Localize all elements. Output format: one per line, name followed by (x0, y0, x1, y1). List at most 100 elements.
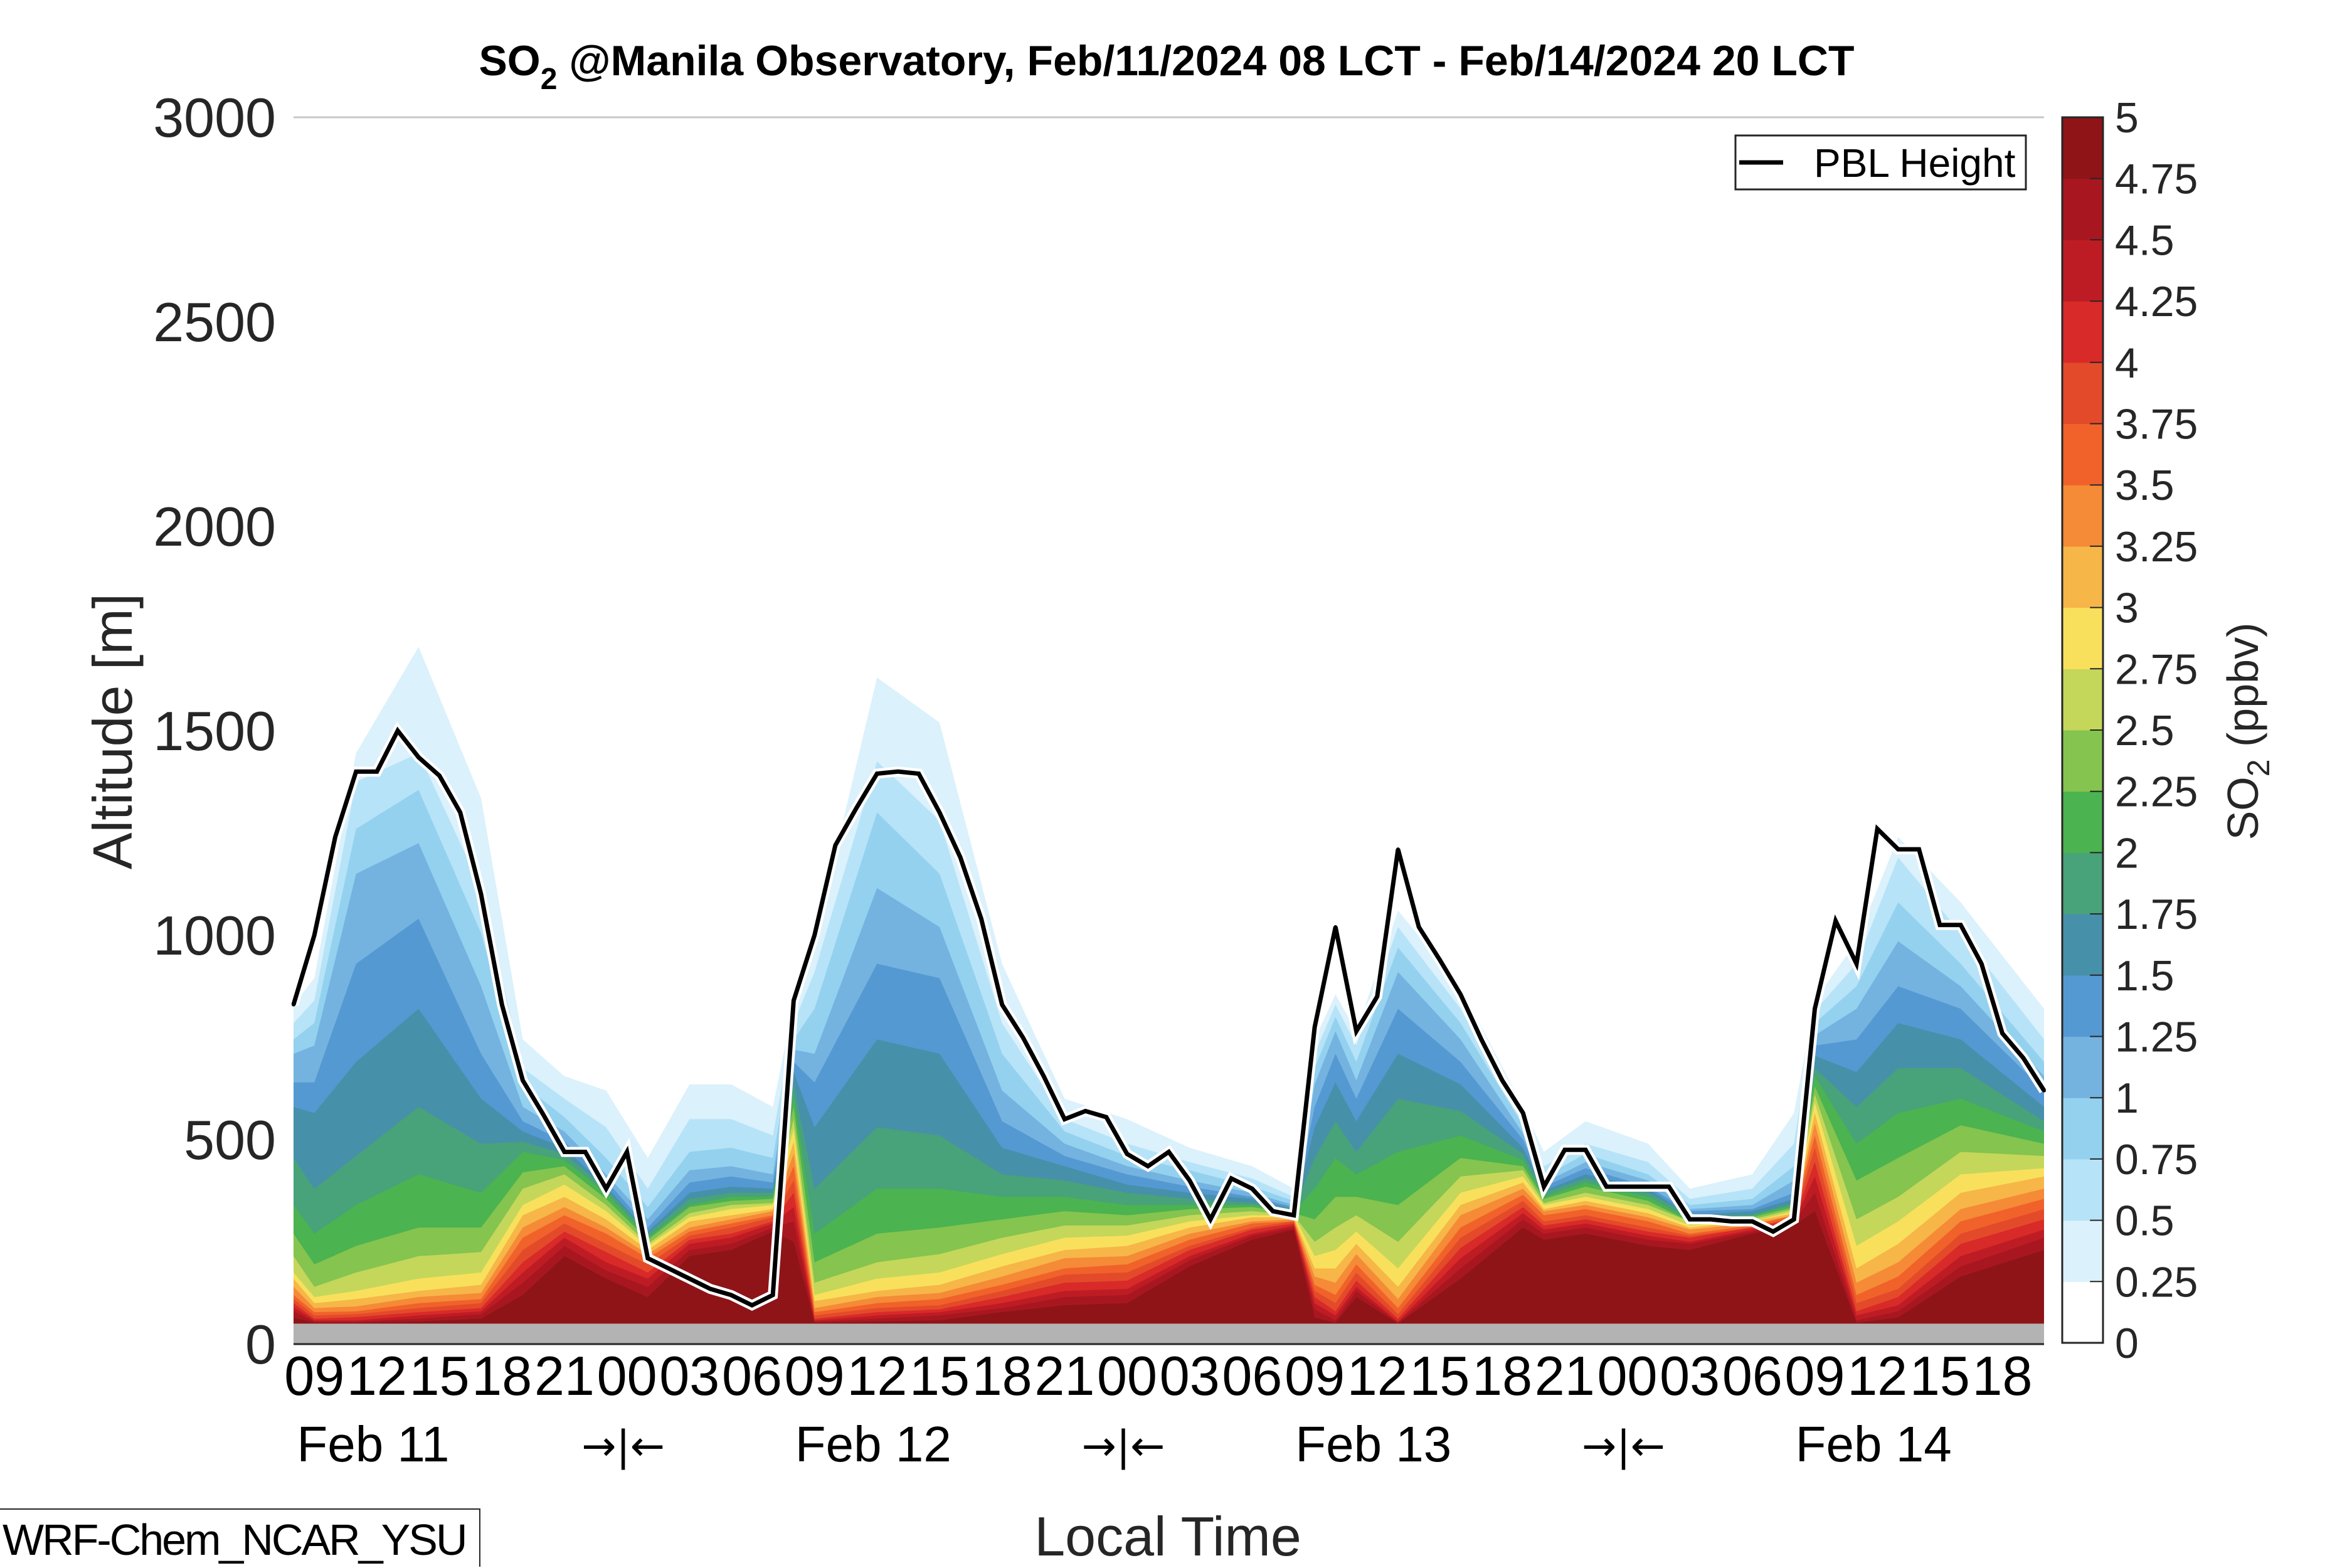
pbl-point (479, 892, 483, 896)
pbl-point (562, 1150, 566, 1154)
x-tick-label: 12 (347, 1345, 407, 1407)
pbl-point (1229, 1176, 1234, 1180)
pbl-point (1896, 847, 1900, 852)
colorbar-tick-label: 1.25 (2115, 1014, 2198, 1061)
pbl-point (416, 755, 421, 760)
colorbar-swatch-0.5 (2062, 1158, 2103, 1221)
colorbar-tick-label: 3.5 (2115, 462, 2175, 509)
pbl-point (1396, 847, 1400, 852)
colorbar-tick-label: 1.75 (2115, 891, 2198, 938)
pbl-point (1833, 919, 1838, 923)
pbl-point (1313, 1025, 1317, 1029)
colorbar-swatch-1.25 (2062, 975, 2103, 1037)
pbl-point (312, 933, 317, 937)
pbl-point (583, 1150, 588, 1154)
x-tick-label: 21 (1034, 1345, 1094, 1407)
pbl-point (1584, 1148, 1587, 1152)
x-tick-label: 12 (1847, 1345, 1907, 1407)
colorbar-tick-label: 0.75 (2115, 1136, 2198, 1184)
pbl-point (771, 1293, 775, 1297)
pbl-point (500, 1002, 504, 1007)
pbl-point (1125, 1152, 1129, 1156)
pbl-point (916, 771, 921, 776)
pbl-point (938, 810, 941, 815)
pbl-point (1750, 1219, 1754, 1224)
day-separator: →|← (1082, 1422, 1165, 1470)
pbl-point (2021, 1056, 2025, 1060)
pbl-point (875, 771, 879, 776)
y-tick-label: 2500 (153, 291, 276, 353)
x-tick-label: 15 (909, 1345, 970, 1407)
x-tick-label: 18 (1973, 1345, 2033, 1407)
colorbar-tick-label: 4.75 (2115, 156, 2198, 203)
pbl-point (687, 1276, 692, 1281)
colorbar-label-unit: (ppbv) (2218, 623, 2267, 760)
colorbar-swatch-2.5 (2062, 669, 2103, 731)
pbl-point (1646, 1185, 1650, 1189)
pbl-point (896, 770, 900, 774)
pbl-point (1562, 1148, 1567, 1152)
pbl-point (1020, 1036, 1025, 1039)
colorbar-swatch-4.5 (2062, 178, 2103, 240)
colorbar-tick-label: 0.25 (2115, 1258, 2198, 1306)
x-tick-label: 06 (1222, 1345, 1282, 1407)
pbl-point (1000, 1002, 1004, 1007)
colorbar-label: SO2 (ppbv) (2218, 623, 2276, 840)
colorbar-tick-label: 3 (2115, 585, 2139, 632)
day-separator: →|← (1582, 1422, 1665, 1470)
x-tick-label: 15 (1409, 1345, 1470, 1407)
colorbar-tick-label: 1.5 (2115, 952, 2175, 1000)
pbl-point (1042, 1074, 1046, 1078)
colorbar-tick-label: 1 (2115, 1074, 2139, 1122)
x-tick-label: 03 (659, 1345, 719, 1407)
x-tick-label: 12 (847, 1345, 907, 1407)
x-tick-label: 12 (1347, 1345, 1407, 1407)
x-tick-label: 18 (972, 1345, 1032, 1407)
x-tick-label: 18 (472, 1345, 532, 1407)
colorbar-tick-label: 4 (2115, 339, 2139, 387)
colorbar-swatch-2.75 (2062, 607, 2103, 669)
pbl-point (1479, 1037, 1483, 1042)
pbl-point (374, 770, 379, 774)
legend-box (1734, 134, 2027, 191)
pbl-point (1104, 1115, 1108, 1120)
colorbar-tick-label: 2.5 (2115, 707, 2175, 755)
terrain-strip (294, 1323, 2044, 1344)
x-axis-day-labels: Feb 11 Feb 12 Feb 13 Feb 14 →|← →|← →|← (297, 1416, 1951, 1472)
pbl-point (1708, 1217, 1713, 1222)
colorbar (2062, 117, 2103, 1343)
pbl-point (1917, 847, 1921, 852)
y-tick-label: 500 (184, 1109, 276, 1171)
day-label: Feb 11 (297, 1416, 449, 1472)
y-tick-label: 1000 (153, 904, 276, 967)
x-tick-label: 18 (1472, 1345, 1532, 1407)
pbl-point (1209, 1217, 1212, 1222)
pbl-point (833, 843, 837, 847)
pbl-point (645, 1256, 650, 1261)
pbl-point (1813, 1007, 1817, 1011)
pbl-point (1500, 1078, 1505, 1083)
pbl-point (1771, 1229, 1776, 1234)
colorbar-swatch-3 (2062, 546, 2103, 608)
colorbar-tick-label: 3.75 (2115, 401, 2198, 448)
pbl-point (1604, 1185, 1609, 1189)
colorbar-swatch-0.75 (2062, 1098, 2103, 1160)
x-tick-label: 09 (284, 1345, 344, 1407)
pbl-point (1979, 961, 1984, 966)
pbl-point (750, 1303, 754, 1308)
pbl-point (1375, 994, 1379, 999)
y-tick-label: 3000 (153, 87, 276, 149)
x-tick-label: 00 (597, 1345, 657, 1407)
colorbar-tick-label: 2 (2115, 829, 2139, 877)
colorbar-tick-labels: 0 0.25 0.5 0.75 1 1.25 1.5 1.75 2 2.25 2.5 2.75 3 3.2… (2115, 94, 2198, 1367)
y-tick-label: 2000 (153, 495, 276, 558)
x-tick-label: 15 (1910, 1345, 1970, 1407)
y-axis-label: Altitude [m] (82, 593, 144, 869)
colorbar-tick-label: 2.75 (2115, 645, 2198, 693)
pbl-point (541, 1113, 546, 1117)
x-tick-label: 03 (1660, 1345, 1720, 1407)
x-tick-label: 09 (1785, 1345, 1845, 1407)
colorbar-swatch-0.25 (2062, 1220, 2103, 1282)
x-tick-label: 00 (1597, 1345, 1657, 1407)
